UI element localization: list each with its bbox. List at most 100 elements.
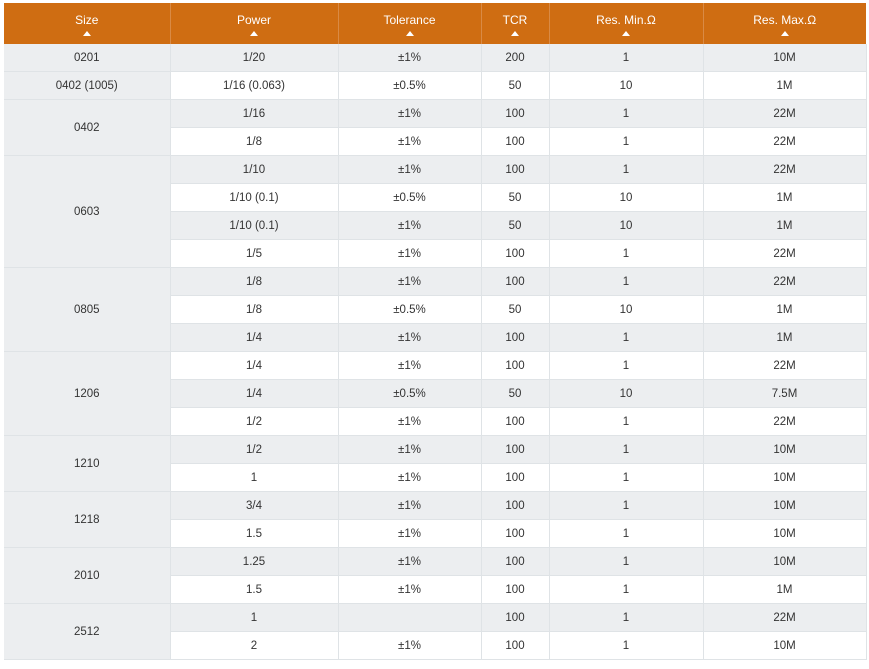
tolerance-cell: ±1% — [338, 127, 482, 156]
size-cell: 2010 — [4, 547, 171, 604]
res-min-cell: 1 — [549, 267, 704, 296]
tolerance-cell: ±1% — [338, 407, 482, 436]
table-header: Size Power Tolerance TCR Res. Min.Ω — [4, 3, 866, 44]
table-body: 0201 1/20 ±1% 200 1 10M 0402 (1005) 1/16 (0.063… — [4, 44, 867, 660]
tcr-cell: 50 — [481, 379, 550, 408]
size-cell: 0402 — [4, 99, 171, 156]
power-cell: 1/4 — [170, 351, 339, 380]
column-header-size[interactable]: Size — [4, 3, 171, 44]
res-max-cell: 22M — [703, 127, 867, 156]
tolerance-cell: ±1% — [338, 99, 482, 128]
res-max-cell: 22M — [703, 603, 867, 632]
res-max-cell: 10M — [703, 463, 867, 492]
tolerance-cell: ±1% — [338, 631, 482, 660]
table-row: 0805 1/8 ±1% 100 1 22M — [4, 267, 867, 352]
size-cell: 0805 — [4, 267, 171, 352]
table-row: 0402 1/16 ±1% 100 1 22M — [4, 99, 867, 156]
column-header-power[interactable]: Power — [170, 3, 339, 44]
tcr-cell: 100 — [481, 631, 550, 660]
power-cell: 1.5 — [170, 575, 339, 604]
power-cell: 1.5 — [170, 519, 339, 548]
res-min-cell: 1 — [549, 155, 704, 184]
sort-up-icon[interactable] — [622, 31, 630, 36]
header-row: Size Power Tolerance TCR Res. Min.Ω — [4, 3, 866, 44]
power-cell: 1/2 — [170, 407, 339, 436]
column-header-res-min[interactable]: Res. Min.Ω — [549, 3, 704, 44]
tcr-cell: 100 — [481, 491, 550, 520]
power-cell: 1/10 (0.1) — [170, 211, 339, 240]
tcr-cell: 100 — [481, 519, 550, 548]
res-max-cell: 22M — [703, 267, 867, 296]
sort-up-icon[interactable] — [405, 31, 414, 36]
res-min-cell: 1 — [549, 519, 704, 548]
power-cell: 1/5 — [170, 239, 339, 268]
tcr-cell: 100 — [481, 435, 550, 464]
column-header-tcr[interactable]: TCR — [481, 3, 550, 44]
res-max-cell: 1M — [703, 323, 867, 352]
sort-up-icon[interactable] — [250, 31, 258, 36]
size-cell: 1218 — [4, 491, 171, 548]
res-min-cell: 10 — [549, 183, 704, 212]
res-max-cell: 1M — [703, 295, 867, 324]
tcr-cell: 50 — [481, 211, 550, 240]
table-row: 0402 (1005) 1/16 (0.063) ±0.5% 50 10 1M — [4, 71, 867, 100]
column-header-res-max[interactable]: Res. Max.Ω — [703, 3, 866, 44]
resistor-spec-table-container: Size Power Tolerance TCR Res. Min.Ω — [4, 3, 867, 660]
table-row: 0603 1/10 ±1% 100 1 22M — [4, 155, 867, 268]
power-cell: 2 — [170, 631, 339, 660]
res-max-cell: 10M — [703, 519, 867, 548]
column-header-label: Power — [236, 13, 271, 27]
column-header-label: Res. Min.Ω — [596, 13, 656, 27]
column-header-tolerance[interactable]: Tolerance — [338, 3, 482, 44]
power-cell: 1/10 — [170, 155, 339, 184]
power-cell: 1/10 (0.1) — [170, 183, 339, 212]
tcr-cell: 100 — [481, 603, 550, 632]
table-row: 1210 1/2 ±1% 100 1 10M — [4, 435, 867, 492]
res-min-cell: 10 — [549, 379, 704, 408]
column-header-label: Tolerance — [383, 13, 436, 27]
size-cell: 0201 — [4, 44, 171, 72]
column-header-label: Res. Max.Ω — [753, 13, 817, 27]
power-cell: 1/8 — [170, 127, 339, 156]
tolerance-cell: ±1% — [338, 575, 482, 604]
res-max-cell: 7.5M — [703, 379, 867, 408]
resistor-spec-table: Size Power Tolerance TCR Res. Min.Ω — [4, 3, 867, 660]
table-row: 1.5 ±1% 100 1 10M — [4, 519, 867, 548]
size-cell: 0603 — [4, 155, 171, 268]
sort-up-icon[interactable] — [511, 31, 519, 36]
res-min-cell: 1 — [549, 323, 704, 352]
size-cell: 1210 — [4, 435, 171, 492]
res-min-cell: 1 — [549, 127, 704, 156]
res-min-cell: 1 — [549, 575, 704, 604]
res-min-cell: 1 — [549, 463, 704, 492]
tcr-cell: 100 — [481, 575, 550, 604]
tolerance-cell: ±0.5% — [338, 295, 482, 324]
res-max-cell: 22M — [703, 239, 867, 268]
power-cell: 1/16 (0.063) — [170, 71, 339, 100]
tcr-cell: 100 — [481, 239, 550, 268]
table-row: 0201 1/20 ±1% 200 1 10M — [4, 44, 867, 72]
sort-up-icon[interactable] — [82, 31, 91, 36]
res-min-cell: 10 — [549, 295, 704, 324]
power-cell: 1/2 — [170, 435, 339, 464]
tolerance-cell: ±1% — [338, 155, 482, 184]
tcr-cell: 100 — [481, 323, 550, 352]
res-min-cell: 1 — [549, 603, 704, 632]
table-row: 1/5 ±1% 100 1 22M — [4, 239, 867, 268]
res-max-cell: 10M — [703, 44, 867, 72]
table-row: 1/8 ±0.5% 50 10 1M — [4, 295, 867, 324]
sort-up-icon[interactable] — [780, 31, 789, 36]
res-max-cell: 1M — [703, 575, 867, 604]
res-min-cell: 1 — [549, 631, 704, 660]
res-min-cell: 1 — [549, 351, 704, 380]
tcr-cell: 100 — [481, 547, 550, 576]
table-row: 1.5 ±1% 100 1 1M — [4, 575, 867, 604]
tolerance-cell: ±1% — [338, 519, 482, 548]
tolerance-cell: ±1% — [338, 267, 482, 296]
table-row: 1/2 ±1% 100 1 22M — [4, 407, 867, 436]
res-max-cell: 1M — [703, 183, 867, 212]
power-cell: 1 — [170, 603, 339, 632]
res-max-cell: 22M — [703, 155, 867, 184]
tcr-cell: 100 — [481, 463, 550, 492]
res-max-cell: 1M — [703, 71, 867, 100]
